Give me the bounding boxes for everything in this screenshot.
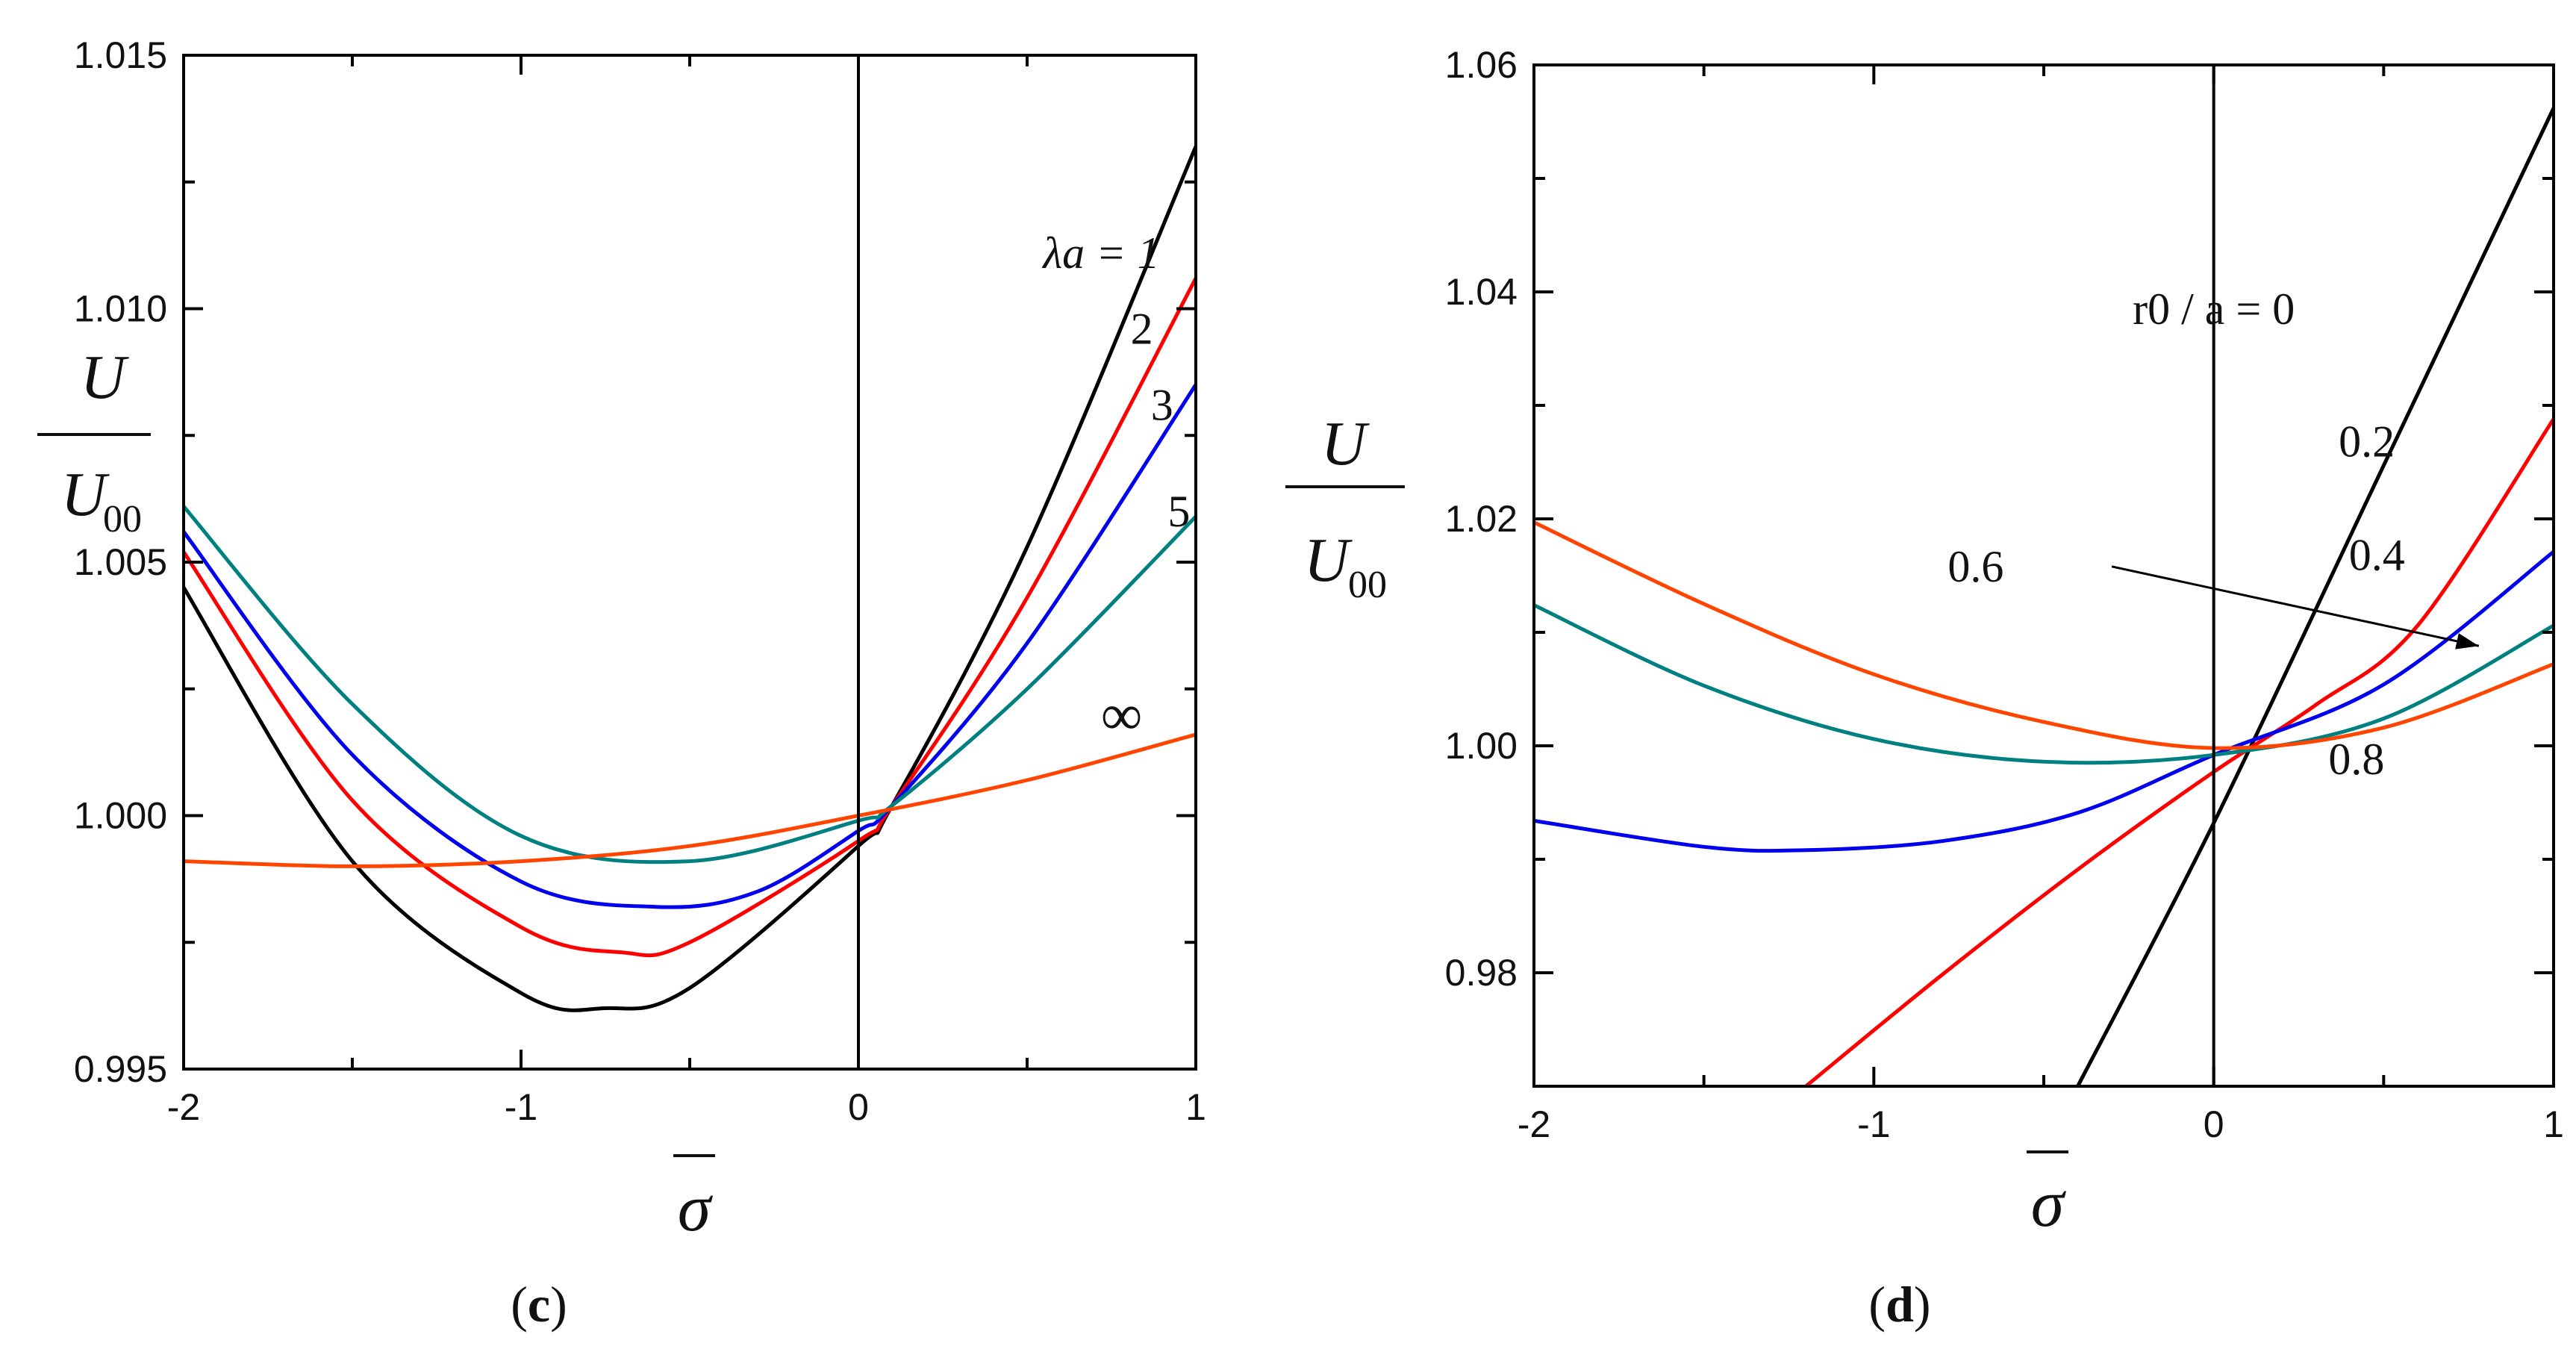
panel-c-series-3-line (184, 505, 1196, 865)
panel-d-annotation-3: 0.6 (1947, 542, 2003, 591)
panel-d-series-2-line (1534, 550, 2554, 853)
panel-c-annotation-1: 2 (1131, 305, 1153, 354)
panel-d-label: (d) (1868, 1276, 1930, 1333)
panel-d-annotation-0: r0 / a = 0 (2133, 284, 2295, 334)
panel-d-series-1-line (1804, 417, 2554, 1086)
panel-c-curves (184, 146, 1196, 1012)
panel-d-ytick-label-4: 1.06 (1445, 44, 1518, 86)
panel-d-xtick-label-1: -1 (1857, 1103, 1890, 1145)
panel-d-annotation-arrow (2111, 565, 2480, 647)
panel-c-series-4-line (184, 732, 1196, 868)
panel-d: -2 -1 0 1 0.98 1.00 1.02 1.04 1.06 U U 0… (1285, 44, 2564, 1333)
panel-d-annotation-2: 0.4 (2349, 531, 2405, 580)
panel-d-ytick-label-0: 0.98 (1445, 952, 1518, 994)
panel-c-ylabel-denominator: U (61, 460, 110, 529)
panel-c-series-1-line (184, 277, 1196, 958)
panel-d-annotation-4: 0.8 (2328, 735, 2384, 784)
panel-c-ylabel-subscript: 00 (103, 498, 142, 541)
panel-c-annotation-0: λa = 1 (1041, 228, 1159, 278)
panel-c-ytick-label-4: 1.015 (74, 34, 167, 76)
panel-c-xtick-label-1: -1 (505, 1086, 537, 1128)
panel-d-ylabel-denominator: U (1304, 526, 1353, 595)
panel-c-ytick-label-3: 1.010 (74, 288, 167, 330)
panel-c-annotation-2: 3 (1151, 381, 1173, 430)
panel-d-xtick-label-0: -2 (1518, 1103, 1550, 1145)
panel-d-series-4-line (1534, 520, 2554, 750)
panel-c-ticks (182, 54, 1197, 1071)
panel-c-series-2-line (184, 383, 1196, 909)
panel-d-series-0-line (2076, 107, 2554, 1086)
panel-d-xtick-label-3: 1 (2543, 1103, 2564, 1145)
panel-c-plot-frame (182, 54, 1197, 1071)
panel-c-xtick-label-2: 0 (848, 1086, 869, 1128)
panel-d-series-3-line (1534, 603, 2554, 765)
panel-d-ylabel-subscript: 00 (1348, 564, 1387, 606)
panel-c-ylabel-numerator: U (81, 343, 130, 412)
panel-c-label-letter: c (528, 1276, 550, 1333)
panel-c-label: (c) (511, 1276, 567, 1333)
panel-c-xlabel: σ (678, 1171, 714, 1245)
panel-d-label-letter: d (1886, 1276, 1914, 1333)
panel-c: -2 -1 0 1 0.995 1.000 1.005 1.010 1.015 … (37, 34, 1206, 1333)
panel-c-ytick-label-2: 1.005 (74, 541, 167, 583)
panel-d-xlabel: σ (2031, 1167, 2067, 1241)
panel-c-ytick-label-1: 1.000 (74, 795, 167, 837)
panel-c-annotation-4: ∞ (1101, 682, 1143, 747)
panel-c-xtick-label-0: -2 (167, 1086, 200, 1128)
panel-c-annotation-3: 5 (1167, 487, 1190, 536)
panel-d-xtick-label-2: 0 (2204, 1103, 2224, 1145)
panel-d-curves (1534, 107, 2554, 1086)
panel-d-annotation-1: 0.2 (2339, 417, 2395, 467)
panel-c-xtick-label-3: 1 (1185, 1086, 1206, 1128)
panel-c-series-0-line (184, 146, 1196, 1012)
panel-d-annotation-arrowhead (2455, 633, 2479, 649)
panel-c-ytick-label-0: 0.995 (74, 1048, 167, 1090)
panel-d-ytick-label-2: 1.02 (1445, 498, 1518, 540)
panel-d-ylabel-numerator: U (1321, 409, 1370, 479)
panel-d-ticks (1532, 63, 2555, 1086)
panel-d-ytick-label-3: 1.04 (1445, 271, 1518, 313)
panel-d-ytick-label-1: 1.00 (1445, 725, 1518, 767)
